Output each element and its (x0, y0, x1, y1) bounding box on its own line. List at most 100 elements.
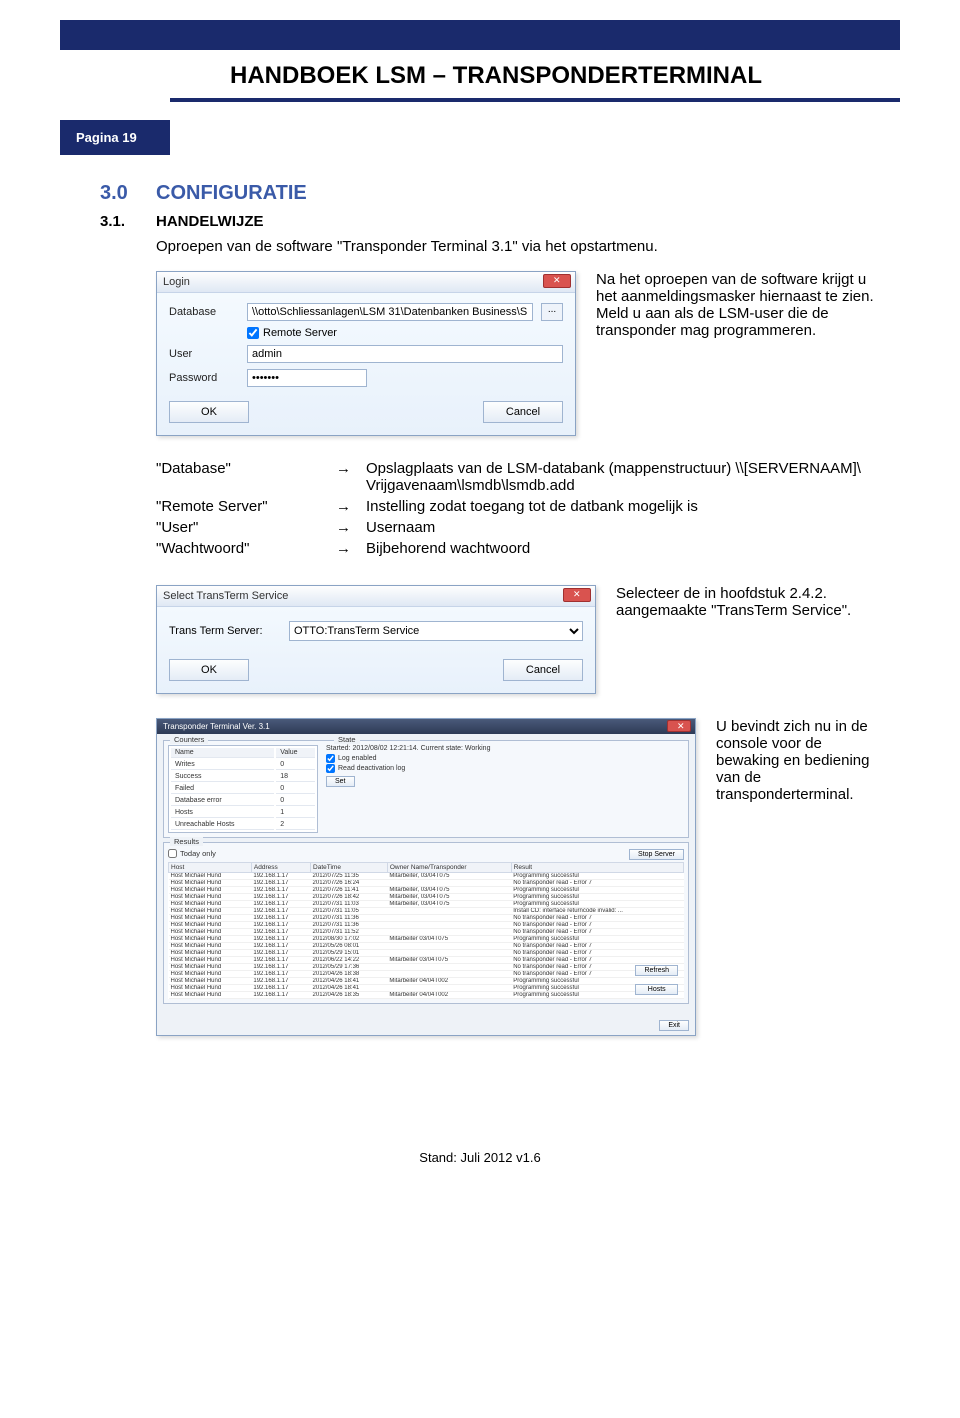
today-only-checkbox[interactable] (168, 849, 177, 858)
counter-name: Writes (171, 760, 274, 770)
result-cell: No transponder read - Error 7 (511, 922, 683, 929)
result-cell: Mitarbeiter, 03/04T075 (387, 894, 511, 901)
close-icon[interactable] (667, 720, 691, 732)
console-title: Transponder Terminal Ver. 3.1 (163, 722, 270, 731)
table-row: Host Michael Hund192.168.1.172012/07/31 … (169, 901, 684, 908)
cancel-button[interactable]: Cancel (503, 659, 583, 681)
result-cell: 2012/06/22 14:22 (311, 957, 388, 964)
result-cell: Mitarbeiter, 03/04T075 (387, 887, 511, 894)
counter-name: Failed (171, 784, 274, 794)
password-input[interactable] (247, 369, 367, 387)
close-icon[interactable] (563, 588, 591, 602)
result-cell: 192.168.1.17 (251, 957, 310, 964)
result-cell: Host Michael Hund (169, 943, 252, 950)
result-cell: Host Michael Hund (169, 957, 252, 964)
result-cell: 2012/04/26 18:38 (311, 971, 388, 978)
set-button[interactable]: Set (326, 776, 355, 787)
table-row: Host Michael Hund192.168.1.172012/04/26 … (169, 971, 684, 978)
result-cell: 2012/04/26 18:41 (311, 978, 388, 985)
result-cell: Host Michael Hund (169, 894, 252, 901)
counter-name: Database error (171, 796, 274, 806)
counter-col-name: Name (171, 748, 274, 758)
cancel-button[interactable]: Cancel (483, 401, 563, 423)
remote-server-checkbox[interactable] (247, 327, 259, 339)
table-row: Host Michael Hund192.168.1.172012/07/26 … (169, 887, 684, 894)
result-cell: 2012/07/31 11:52 (311, 929, 388, 936)
counter-value: 2 (276, 820, 315, 830)
ok-button[interactable]: OK (169, 659, 249, 681)
password-label: Password (169, 372, 239, 384)
mapping-key: "Database" (156, 460, 336, 494)
result-cell: Programming successful (511, 873, 683, 880)
console-window: Transponder Terminal Ver. 3.1 Counters N… (156, 718, 696, 1036)
mapping-row: "Database"→Opslagplaats van de LSM-datab… (156, 460, 880, 494)
result-cell: 192.168.1.17 (251, 943, 310, 950)
result-col: Result (511, 863, 683, 873)
mapping-key: "Remote Server" (156, 498, 336, 515)
console-note: U bevindt zich nu in de console voor de … (716, 718, 880, 803)
field-mapping: "Database"→Opslagplaats van de LSM-datab… (156, 460, 880, 557)
result-cell (387, 915, 511, 922)
database-label: Database (169, 306, 239, 318)
table-row: Host Michael Hund192.168.1.172012/06/22 … (169, 957, 684, 964)
result-cell: 192.168.1.17 (251, 985, 310, 992)
result-cell: Mitarbeiter 04/04T002 (387, 978, 511, 985)
mapping-value: Opslagplaats van de LSM-databank (mappen… (366, 460, 880, 494)
arrow-icon: → (336, 498, 366, 515)
log-enabled-checkbox[interactable] (326, 754, 335, 763)
exit-button[interactable]: Exit (659, 1020, 689, 1031)
result-cell: No transponder read - Error 7 (511, 950, 683, 957)
refresh-button[interactable]: Refresh (635, 965, 678, 976)
result-cell (387, 929, 511, 936)
page-number-tab: Pagina 19 (60, 120, 170, 155)
result-cell: Host Michael Hund (169, 971, 252, 978)
result-cell: 192.168.1.17 (251, 887, 310, 894)
mapping-value: Instelling zodat toegang tot de datbank … (366, 498, 880, 515)
result-cell: 192.168.1.17 (251, 964, 310, 971)
table-row: Host Michael Hund192.168.1.172012/04/26 … (169, 992, 684, 999)
read-deact-checkbox[interactable] (326, 764, 335, 773)
result-cell: Host Michael Hund (169, 908, 252, 915)
stop-server-button[interactable]: Stop Server (629, 849, 684, 860)
table-row: Host Michael Hund192.168.1.172012/05/29 … (169, 950, 684, 957)
result-cell: No transponder read - Error 7 (511, 880, 683, 887)
table-row: Host Michael Hund192.168.1.172012/07/31 … (169, 915, 684, 922)
counter-value: 0 (276, 760, 315, 770)
hosts-button[interactable]: Hosts (635, 984, 678, 995)
result-cell: 192.168.1.17 (251, 880, 310, 887)
mapping-value: Bijbehorend wachtwoord (366, 540, 880, 557)
table-row: Failed0 (171, 784, 315, 794)
result-cell (387, 950, 511, 957)
result-cell: Mitarbeiter, 03/04T075 (387, 901, 511, 908)
result-cell: 2012/07/26 16:24 (311, 880, 388, 887)
service-select[interactable]: OTTO:TransTerm Service (289, 621, 583, 641)
result-cell: Programming successful (511, 936, 683, 943)
mapping-key: "User" (156, 519, 336, 536)
header-band (60, 20, 900, 50)
table-row: Host Michael Hund192.168.1.172012/07/31 … (169, 908, 684, 915)
table-row: Host Michael Hund192.168.1.172012/08/30 … (169, 936, 684, 943)
result-cell (387, 971, 511, 978)
result-cell: Host Michael Hund (169, 915, 252, 922)
result-cell: 192.168.1.17 (251, 978, 310, 985)
section-heading: 3.0 CONFIGURATIE (100, 182, 880, 205)
user-input[interactable] (247, 345, 563, 363)
result-cell: No transponder read - Error 7 (511, 929, 683, 936)
result-cell: No transponder read - Error 7 (511, 943, 683, 950)
close-icon[interactable] (543, 274, 571, 288)
ok-button[interactable]: OK (169, 401, 249, 423)
counter-value: 18 (276, 772, 315, 782)
started-text: Started: 2012/08/02 12:21:14. Current st… (326, 745, 684, 752)
results-group-title: Results (170, 837, 203, 846)
arrow-icon: → (336, 460, 366, 494)
result-cell: 2012/07/31 11:03 (311, 901, 388, 908)
mapping-value: Usernaam (366, 519, 880, 536)
result-cell: 2012/07/31 11:36 (311, 922, 388, 929)
result-cell (387, 880, 511, 887)
title-band: HANDBOEK LSM – TRANSPONDERTERMINAL (60, 50, 900, 98)
log-enabled-label: Log enabled (338, 755, 377, 762)
browse-button[interactable]: ... (541, 303, 563, 321)
result-cell: 2012/07/26 18:42 (311, 894, 388, 901)
table-row: Database error0 (171, 796, 315, 806)
database-input[interactable] (247, 303, 533, 321)
